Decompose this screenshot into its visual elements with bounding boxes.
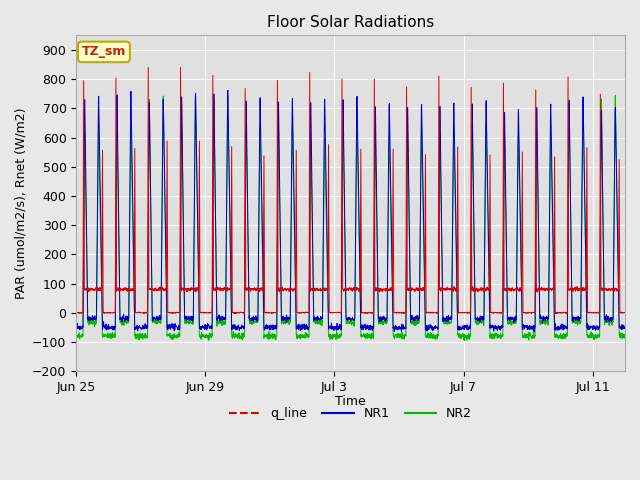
NR1 — [115, 264, 123, 270]
Y-axis label: PAR (umol/m2/s), Rnet (W/m2): PAR (umol/m2/s), Rnet (W/m2) — [15, 108, 28, 299]
NR2 — [72, 331, 80, 337]
q_line — [237, 310, 245, 315]
NR2 — [611, 93, 619, 98]
X-axis label: Time: Time — [335, 395, 366, 408]
NR1 — [505, 315, 513, 321]
Line: q_line: q_line — [76, 68, 625, 313]
NR2 — [621, 333, 629, 339]
NR1 — [531, 329, 538, 335]
NR1 — [191, 168, 198, 174]
NR1 — [621, 323, 629, 329]
NR1 — [72, 324, 80, 330]
q_line — [145, 65, 152, 71]
NR1 — [374, 300, 382, 305]
q_line — [374, 288, 382, 293]
q_line — [184, 288, 191, 293]
Line: NR2: NR2 — [76, 96, 625, 340]
Text: TZ_sm: TZ_sm — [82, 46, 126, 59]
NR2 — [191, 171, 198, 177]
NR2 — [505, 318, 513, 324]
NR1 — [237, 324, 245, 330]
Title: Floor Solar Radiations: Floor Solar Radiations — [267, 15, 435, 30]
NR1 — [224, 87, 232, 93]
Line: NR1: NR1 — [76, 90, 625, 332]
q_line — [191, 288, 199, 294]
NR1 — [184, 315, 191, 321]
NR2 — [461, 337, 468, 343]
q_line — [364, 311, 371, 316]
q_line — [72, 310, 80, 316]
NR2 — [184, 319, 191, 325]
NR2 — [237, 336, 245, 342]
q_line — [115, 286, 123, 291]
NR2 — [374, 291, 381, 297]
NR2 — [115, 275, 123, 280]
q_line — [621, 310, 629, 316]
q_line — [505, 285, 513, 291]
Legend: q_line, NR1, NR2: q_line, NR1, NR2 — [224, 402, 477, 425]
